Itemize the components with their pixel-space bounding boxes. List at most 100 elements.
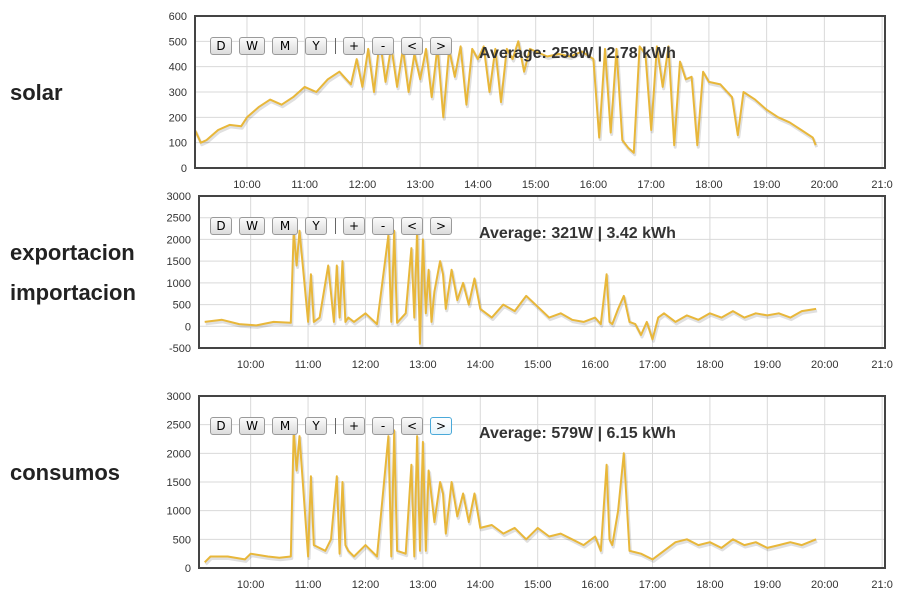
separator — [335, 418, 336, 434]
day-button[interactable]: D — [210, 217, 232, 235]
y-tick-label: 2000 — [167, 234, 191, 246]
y-tick-label: 200 — [169, 112, 187, 124]
y-tick-label: 400 — [169, 62, 187, 74]
y-tick-label: 2000 — [167, 448, 191, 460]
x-tick-label: 11:00 — [295, 579, 322, 591]
series-line — [203, 429, 817, 564]
x-tick-label: 12:00 — [349, 179, 377, 191]
x-tick-label: 15:00 — [522, 179, 550, 191]
series-line — [204, 229, 817, 345]
x-tick-label: 11:00 — [295, 359, 322, 371]
y-tick-label: -500 — [169, 343, 191, 355]
chart-controls-exportacion: D W M Y + - < > — [210, 217, 459, 235]
x-tick-label: 14:00 — [464, 179, 492, 191]
x-tick-label: 21:0 — [871, 579, 892, 591]
chart-solar[interactable]: 0 100 200 300 400 500 600 10:00 11:00 12:00 13:00 1… — [0, 0, 916, 195]
y-tick-label: 2500 — [167, 213, 191, 225]
plot-frame — [198, 395, 886, 569]
y-tick-label: 600 — [169, 11, 187, 23]
y-tick-label: 300 — [169, 87, 187, 99]
y-tick-label: 0 — [181, 163, 187, 175]
separator — [335, 218, 336, 234]
x-tick-label: 16:00 — [581, 359, 609, 371]
prev-button[interactable]: < — [401, 37, 423, 55]
x-tick-label: 19:00 — [754, 579, 782, 591]
x-tick-label: 18:00 — [695, 179, 723, 191]
y-tick-label: 1000 — [167, 506, 191, 518]
chart-controls-solar: D W M Y + - < > — [210, 37, 459, 55]
week-button[interactable]: W — [239, 417, 265, 435]
x-tick-label: 10:00 — [237, 579, 265, 591]
week-button[interactable]: W — [239, 37, 265, 55]
x-tick-label: 13:00 — [409, 579, 437, 591]
month-button[interactable]: M — [272, 417, 298, 435]
y-tick-label: 3000 — [167, 191, 191, 203]
x-tick-label: 21:0 — [871, 359, 892, 371]
y-tick-label: 1500 — [167, 477, 191, 489]
x-tick-label: 20:00 — [811, 579, 839, 591]
zoom-in-button[interactable]: + — [343, 217, 365, 235]
month-button[interactable]: M — [272, 217, 298, 235]
chart-panel-solar: 0 100 200 300 400 500 600 10:00 11:00 12:00 13:00 1… — [0, 0, 916, 195]
x-tick-label: 18:00 — [696, 359, 724, 371]
week-button[interactable]: W — [239, 217, 265, 235]
x-tick-label: 15:00 — [524, 579, 552, 591]
zoom-out-button[interactable]: - — [372, 37, 394, 55]
x-tick-label: 10:00 — [233, 179, 261, 191]
chart-panel-exportacion-importacion: -500 0 500 1000 1500 2000 2500 3000 10:00 11:00 12… — [0, 0, 916, 380]
x-tick-label: 16:00 — [581, 579, 609, 591]
plot-frame — [194, 15, 886, 169]
prev-button[interactable]: < — [401, 417, 423, 435]
zoom-out-button[interactable]: - — [372, 417, 394, 435]
next-button[interactable]: > — [430, 37, 452, 55]
x-tick-label: 19:00 — [754, 359, 782, 371]
year-button[interactable]: Y — [305, 417, 327, 435]
separator — [335, 38, 336, 54]
zoom-in-button[interactable]: + — [343, 37, 365, 55]
next-button[interactable]: > — [430, 217, 452, 235]
day-button[interactable]: D — [210, 37, 232, 55]
x-tick-label: 17:00 — [637, 179, 665, 191]
x-tick-label: 15:00 — [524, 359, 552, 371]
prev-button[interactable]: < — [401, 217, 423, 235]
next-button[interactable]: > — [430, 417, 452, 435]
label-importacion: importacion — [10, 280, 136, 305]
y-tick-label: 0 — [185, 563, 191, 575]
year-button[interactable]: Y — [305, 37, 327, 55]
y-tick-label: 500 — [173, 534, 191, 546]
label-solar: solar — [10, 80, 63, 105]
x-tick-label: 16:00 — [580, 179, 608, 191]
y-tick-label: 0 — [185, 321, 191, 333]
month-button[interactable]: M — [272, 37, 298, 55]
series-line-shadow — [204, 430, 818, 566]
y-tick-label: 500 — [169, 36, 187, 48]
x-tick-label: 17:00 — [639, 579, 667, 591]
x-tick-label: 20:00 — [811, 179, 839, 191]
x-tick-label: 17:00 — [639, 359, 667, 371]
x-tick-label: 12:00 — [352, 579, 380, 591]
y-tick-label: 2500 — [167, 420, 191, 432]
chart-controls-consumos: D W M Y + - < > — [210, 417, 459, 435]
x-tick-label: 20:00 — [811, 359, 839, 371]
average-text-exportacion: Average: 321W | 3.42 kWh — [479, 225, 676, 242]
day-button[interactable]: D — [210, 417, 232, 435]
zoom-out-button[interactable]: - — [372, 217, 394, 235]
x-tick-label: 14:00 — [467, 579, 495, 591]
year-button[interactable]: Y — [305, 217, 327, 235]
series-line — [194, 37, 817, 154]
x-tick-label: 18:00 — [696, 579, 724, 591]
x-tick-label: 13:00 — [406, 179, 434, 191]
y-tick-label: 3000 — [167, 391, 191, 403]
x-tick-label: 21:0 — [871, 179, 892, 191]
average-text-consumos: Average: 579W | 6.15 kWh — [479, 425, 676, 442]
plot-frame — [198, 195, 886, 349]
x-tick-label: 19:00 — [753, 179, 781, 191]
zoom-in-button[interactable]: + — [343, 417, 365, 435]
x-tick-label: 10:00 — [237, 359, 265, 371]
x-tick-label: 14:00 — [467, 359, 495, 371]
label-consumos: consumos — [10, 460, 121, 485]
y-tick-label: 100 — [169, 138, 187, 150]
